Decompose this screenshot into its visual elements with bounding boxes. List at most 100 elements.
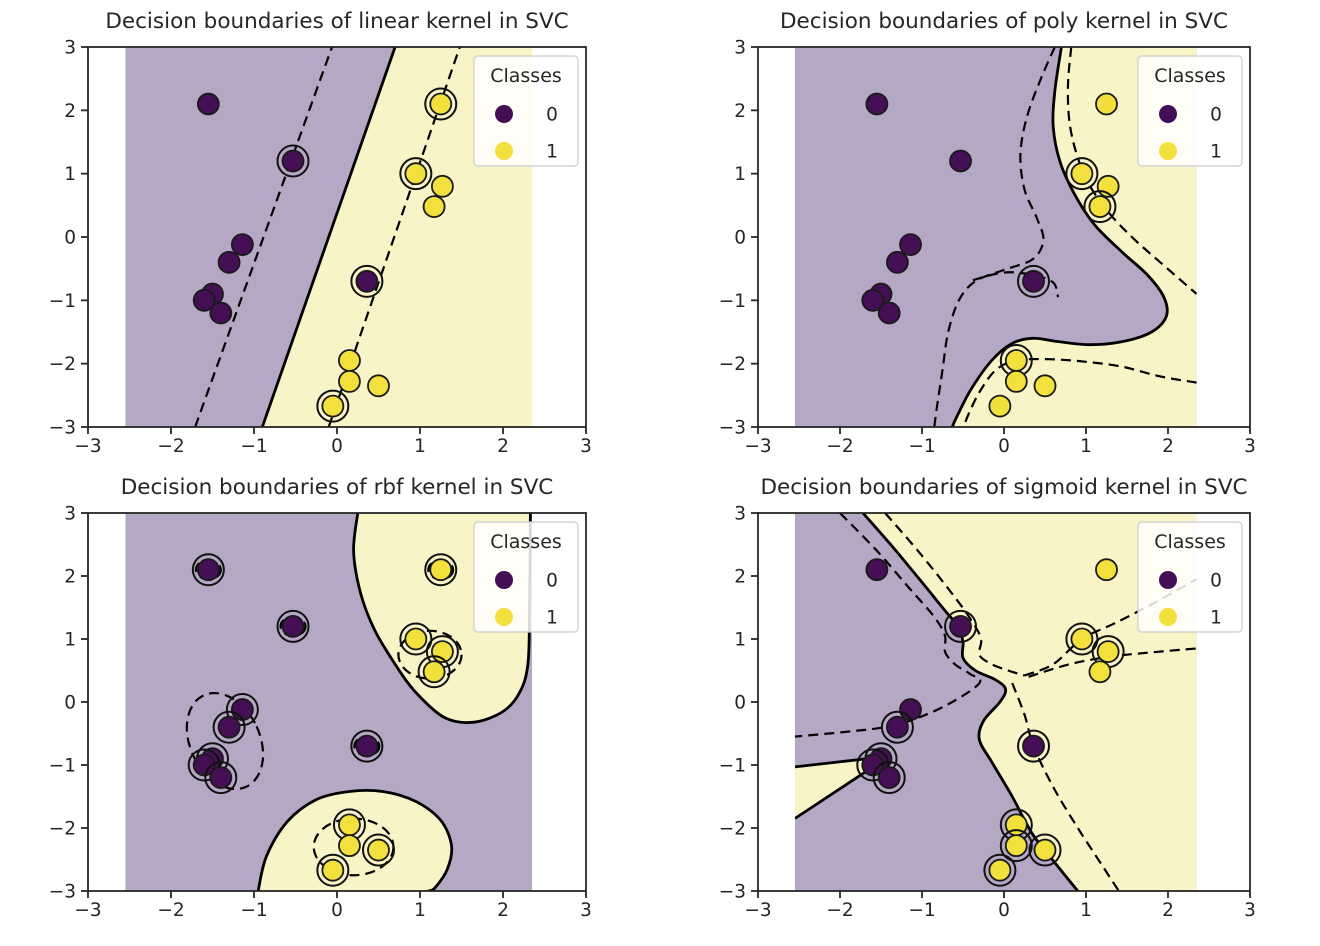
subplot-poly: −3 −2 −1 0 1 2 3 −3 −2 −1 0 1 2 3 Decision boundaries … <box>719 9 1256 457</box>
data-point-class1 <box>1004 349 1028 372</box>
support-vector-ring <box>212 710 246 744</box>
support-vector-ring <box>424 553 458 587</box>
data-point-class0 <box>865 92 889 116</box>
data-point-class1 <box>321 394 345 418</box>
x-tick-label: −3 <box>744 900 771 921</box>
decision-region-layer <box>794 47 1197 427</box>
y-tick-label: 0 <box>64 228 76 249</box>
x-tick-label: 3 <box>580 436 592 457</box>
y-tick-label: 0 <box>734 693 746 714</box>
legend-label: 1 <box>546 608 558 629</box>
x-tick-label: −1 <box>908 900 935 921</box>
data-point-class0 <box>886 715 909 739</box>
data-point-class0 <box>196 92 220 116</box>
data-point-class1 <box>1096 640 1120 663</box>
data-point-class0 <box>355 734 379 758</box>
subplot-title: Decision boundaries of rbf kernel in SVC <box>121 475 554 500</box>
data-point-class0 <box>217 250 241 274</box>
x-tick-label: 0 <box>998 436 1010 457</box>
class1-region <box>862 513 1197 891</box>
y-tick-label: −1 <box>719 756 746 777</box>
subplot-rbf: −3 −2 −1 0 1 2 3 −3 −2 −1 0 1 2 3 Decision boundaries … <box>49 475 592 921</box>
data-point-class1 <box>338 834 361 858</box>
decision-boundary <box>256 788 454 891</box>
data-point-class1 <box>1088 660 1112 684</box>
legend-label: 1 <box>1210 608 1222 629</box>
x-tick-label: −1 <box>908 436 935 457</box>
x-tick-label: 3 <box>580 900 592 921</box>
support-vector-ring <box>856 748 890 782</box>
legend-title: Classes <box>1154 65 1226 87</box>
legend-marker-class0 <box>1159 571 1177 589</box>
legend-label: 0 <box>546 105 558 126</box>
support-vector-ring <box>399 157 433 191</box>
support-vector-ring <box>880 710 914 744</box>
y-tick-label: 2 <box>64 101 76 122</box>
data-point-class1 <box>404 162 428 186</box>
decision-boundary <box>861 513 1079 891</box>
data-point-class0 <box>949 615 972 638</box>
data-point-class1 <box>338 349 361 372</box>
x-tick-label: 3 <box>1244 436 1256 457</box>
legend-marker-class1 <box>495 608 513 626</box>
legend-title: Classes <box>490 65 562 87</box>
legend-box <box>473 521 579 633</box>
decision-region-layer <box>125 513 533 891</box>
y-tick-label: −3 <box>719 418 746 439</box>
data-point-class0 <box>209 301 233 325</box>
y-tick-label: 3 <box>734 504 746 525</box>
data-point-class1 <box>1088 195 1112 219</box>
support-vector-ring <box>1028 833 1062 867</box>
margin-contour <box>972 271 1060 298</box>
support-vector-ring <box>417 655 451 689</box>
class1-region <box>262 47 532 427</box>
x-tick-label: 0 <box>331 900 343 921</box>
y-tick-label: 0 <box>64 693 76 714</box>
y-tick-label: 3 <box>64 38 76 59</box>
support-vector-ring <box>1017 264 1051 298</box>
y-tick-label: −1 <box>49 756 76 777</box>
support-vector-ring <box>983 853 1017 887</box>
decision-boundary <box>352 513 532 725</box>
legend-marker-class1 <box>1159 142 1177 160</box>
x-tick-label: −3 <box>74 900 101 921</box>
class1-region <box>952 47 1197 427</box>
y-tick-label: −3 <box>49 882 76 903</box>
data-point-class0 <box>1022 734 1045 758</box>
data-point-class0 <box>355 269 379 293</box>
support-vector-ring <box>191 553 225 587</box>
support-vector-ring <box>399 622 433 656</box>
y-tick-label: 1 <box>734 630 746 651</box>
x-tick-label: 0 <box>331 436 343 457</box>
decision-region-layer <box>125 47 533 427</box>
data-point-class0 <box>861 288 885 312</box>
support-vector-ring <box>424 87 458 121</box>
data-point-class1 <box>988 858 1012 882</box>
legend-label: 0 <box>1210 105 1222 126</box>
scatter-layer <box>861 92 1120 418</box>
x-tick-label: 1 <box>414 900 426 921</box>
scatter-layer <box>856 558 1125 887</box>
data-point-class1 <box>431 174 454 198</box>
decision-boundary <box>951 47 1169 427</box>
support-vector-ring <box>316 853 350 887</box>
data-point-class1 <box>404 627 428 651</box>
data-point-class1 <box>1070 162 1094 186</box>
legend-label: 0 <box>1210 571 1222 592</box>
support-vector-ring <box>1065 622 1099 656</box>
legend: Classes 0 1 <box>1137 521 1243 633</box>
data-point-class0 <box>209 766 233 789</box>
data-point-class0 <box>230 233 254 257</box>
legend-label: 1 <box>1210 142 1222 163</box>
decision-region-layer <box>794 513 1197 891</box>
y-tick-label: 3 <box>64 504 76 525</box>
support-vector-ring <box>1017 729 1051 763</box>
decision-boundary <box>260 47 397 427</box>
legend-marker-class0 <box>495 571 513 589</box>
legend-box <box>1137 521 1243 633</box>
data-point-class1 <box>1095 92 1118 116</box>
subplot-linear: −3 −2 −1 0 1 2 3 −3 −2 −1 0 1 2 3 Decision boundaries … <box>49 9 592 457</box>
y-tick-label: 2 <box>734 101 746 122</box>
